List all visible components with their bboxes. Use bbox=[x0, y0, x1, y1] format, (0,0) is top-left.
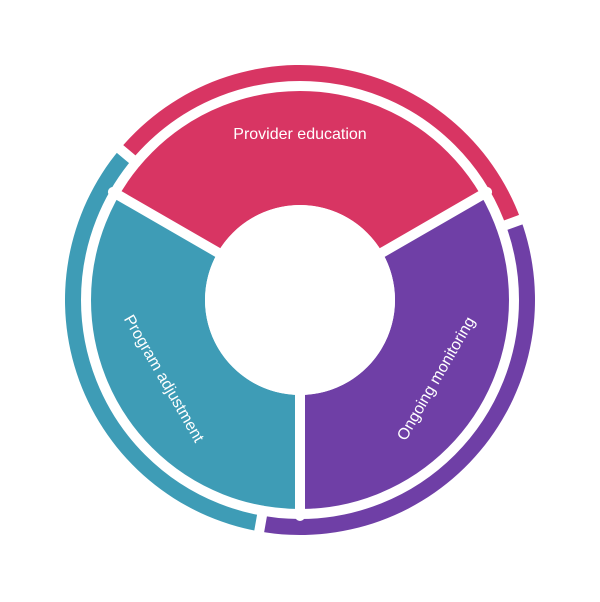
donut-hole bbox=[205, 205, 395, 395]
label-provider-education: Provider education bbox=[233, 126, 366, 143]
cycle-diagram: Provider educationOngoing monitoringProg… bbox=[0, 0, 600, 602]
cycle-diagram-svg: Provider educationOngoing monitoringProg… bbox=[0, 0, 600, 602]
